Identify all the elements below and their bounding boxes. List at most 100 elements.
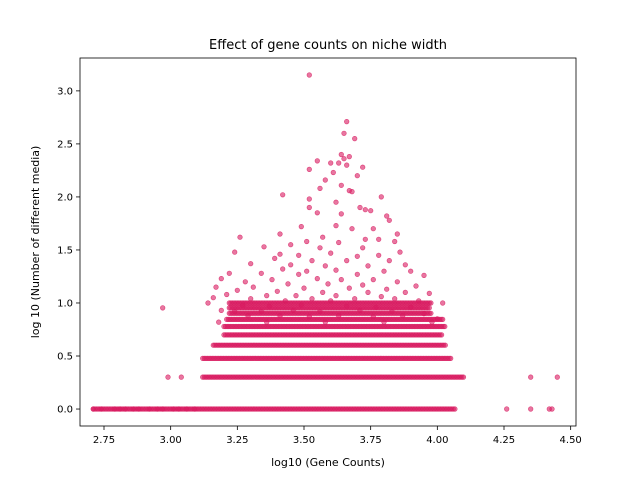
data-point <box>277 231 283 237</box>
data-point <box>426 290 432 297</box>
data-point <box>376 236 382 242</box>
data-point <box>352 136 358 142</box>
data-point <box>288 242 294 248</box>
data-point <box>344 258 350 264</box>
data-point <box>384 286 390 292</box>
data-point <box>154 406 160 412</box>
y-tick-label: 0.0 <box>57 405 73 416</box>
data-point <box>336 313 342 319</box>
data-point <box>242 279 248 285</box>
data-point <box>333 223 339 229</box>
data-point <box>170 406 176 412</box>
data-point <box>389 308 395 315</box>
data-point <box>341 156 347 162</box>
band-point <box>442 323 448 330</box>
data-point <box>429 319 435 325</box>
data-point <box>357 307 363 314</box>
x-axis-label: log10 (Gene Counts) <box>271 456 385 469</box>
data-point <box>176 406 182 412</box>
band-point <box>452 406 458 412</box>
data-point <box>333 199 339 205</box>
data-point <box>245 313 251 319</box>
data-point <box>264 319 270 325</box>
data-point <box>370 314 376 320</box>
data-point <box>354 271 360 277</box>
x-tick-label: 4.50 <box>560 435 582 446</box>
data-point <box>248 296 254 302</box>
data-point <box>322 319 328 325</box>
data-point <box>234 287 240 293</box>
y-axis: 0.0 0.5 1.0 1.5 2.0 2.5 3.0 <box>57 86 80 416</box>
x-tick-label: 3.75 <box>360 435 382 446</box>
data-point <box>336 239 342 246</box>
data-point <box>314 158 320 164</box>
data-point <box>317 245 323 251</box>
band-point <box>460 374 467 380</box>
data-point <box>277 251 283 257</box>
data-point <box>421 272 427 279</box>
data-point <box>344 118 350 125</box>
data-point <box>402 289 408 296</box>
data-point <box>205 300 211 306</box>
data-point <box>322 177 328 183</box>
data-point <box>330 169 336 176</box>
data-point <box>320 234 326 240</box>
data-point <box>136 406 142 412</box>
data-point <box>349 226 355 232</box>
data-point <box>90 406 96 412</box>
data-point <box>341 130 347 136</box>
data-point <box>394 279 400 285</box>
data-point <box>338 182 344 188</box>
data-point <box>298 224 304 230</box>
data-point <box>365 289 371 296</box>
data-point <box>354 253 360 259</box>
data-point <box>328 160 334 166</box>
data-point <box>370 226 376 232</box>
data-point <box>338 277 344 283</box>
data-point <box>306 204 312 211</box>
data-point <box>368 208 374 214</box>
y-tick-label: 2.0 <box>57 192 73 203</box>
data-point <box>362 236 368 242</box>
data-point <box>373 304 379 310</box>
data-point <box>357 204 363 211</box>
data-point <box>365 263 371 269</box>
data-point <box>384 213 390 219</box>
data-point <box>378 294 384 300</box>
data-point <box>210 295 216 301</box>
data-point <box>306 196 312 202</box>
data-point <box>288 262 294 268</box>
data-point <box>184 406 190 412</box>
data-point <box>296 271 302 277</box>
data-point <box>314 210 320 216</box>
data-point <box>192 406 198 412</box>
data-point <box>397 249 403 255</box>
points-layer <box>90 72 560 412</box>
data-point <box>248 261 254 267</box>
x-tick-label: 4.00 <box>426 435 448 446</box>
data-point <box>274 288 280 294</box>
data-point <box>112 406 118 412</box>
data-point <box>226 270 232 276</box>
band-point <box>428 310 434 316</box>
data-point <box>549 406 555 412</box>
data-point <box>290 307 296 314</box>
data-point <box>317 185 323 191</box>
data-point <box>338 151 344 158</box>
data-point <box>304 238 310 245</box>
data-point <box>394 231 400 237</box>
y-tick-label: 3.0 <box>57 86 73 97</box>
data-point <box>333 267 339 273</box>
band-point <box>440 316 446 323</box>
y-tick-label: 1.0 <box>57 298 73 309</box>
data-point <box>416 298 422 304</box>
data-point <box>400 313 406 319</box>
data-point <box>328 250 334 256</box>
data-point <box>402 262 408 268</box>
data-point <box>346 154 352 160</box>
data-point <box>258 270 264 276</box>
data-point <box>165 374 171 380</box>
plot-frame <box>79 57 577 427</box>
data-point <box>240 302 246 308</box>
data-point <box>261 244 267 250</box>
